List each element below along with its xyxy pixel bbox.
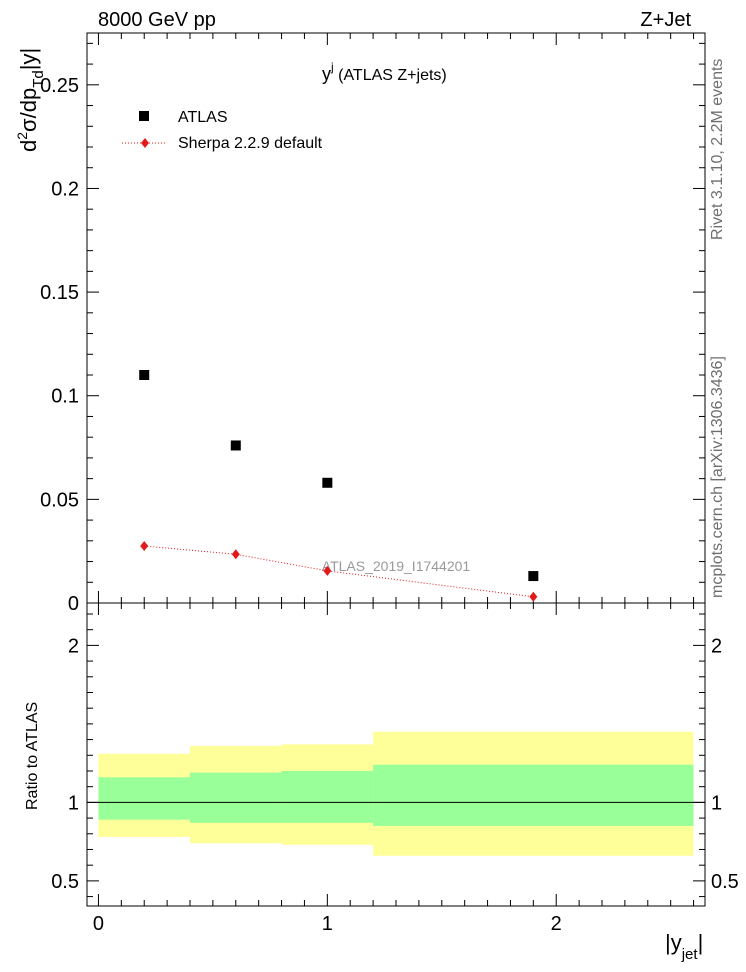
atlas-point [230,440,241,451]
ratio-x-tick-label: 0 [93,913,104,935]
main-title: yj (ATLAS Z+jets) [322,60,447,84]
atlas-point [322,477,333,488]
ratio-y-tick-label-right: 2 [711,635,722,657]
ratio-y-tick-label-right: 0.5 [711,871,739,893]
main-title-symbol: y [322,64,331,84]
legend-atlas-label: ATLAS [178,109,228,126]
sherpa-line [144,545,534,598]
ratio-y-axis-label: Ratio to ATLAS [24,702,41,810]
sherpa-point [529,591,538,602]
header-right-label: Z+Jet [640,9,691,31]
x-label-main: |y [665,930,682,955]
ratio-y-tick-label-right: 1 [711,792,722,814]
main-title-sup: j [330,60,334,74]
atlas-point [528,571,539,582]
ratio-y-tick-label-left: 2 [68,635,79,657]
ratio-band-green [281,770,374,823]
rivet-label: Rivet 3.1.10, 2.2M events [709,59,726,240]
ratio-x-tick-labels: 0 1 2 [93,913,562,935]
ratio-bands [98,731,694,856]
main-ticks [87,33,705,604]
main-title-rest: (ATLAS Z+jets) [334,67,447,84]
mcplots-label: mcplots.cern.ch [arXiv:1306.3436] [709,356,726,598]
atlas-point [139,370,150,380]
main-series [139,370,539,602]
legend-sherpa-marker [141,138,149,148]
legend-sherpa-label: Sherpa 2.2.9 default [178,135,323,152]
x-label-end: | [698,930,704,955]
main-watermark: ATLAS_2019_I1744201 [322,558,471,574]
main-y-tick-label: 0.15 [40,282,79,304]
ratio-band-green [98,777,190,820]
main-y-tick-label: 0 [68,593,79,615]
legend: ATLAS Sherpa 2.2.9 default [122,109,323,152]
main-y-tick-label: 0.2 [51,178,79,200]
ratio-x-tick-label: 2 [551,913,562,935]
sherpa-point [323,565,332,576]
ratio-x-tick-label: 1 [322,913,333,935]
ratio-ticks [87,603,705,906]
header-left-label: 8000 GeV pp [98,9,216,31]
ratio-frame [86,602,706,907]
main-panel: ATLAS_2019_I1744201 00.050.10.150.20.25 … [14,32,706,615]
main-y-tick-label: 0.1 [51,386,79,408]
ratio-band-green [373,764,694,826]
sherpa-point [140,541,149,551]
ratio-y-tick-labels: 0.5 0.5 1 1 2 2 [51,635,739,892]
main-y-tick-label: 0.25 [40,75,79,97]
main-y-tick-label: 0.05 [40,489,79,511]
svg-text:d2σ/dpTd|y|: d2σ/dpTd|y| [14,48,47,152]
ratio-band-green [190,772,282,823]
main-y-tick-labels: 0 0.05 0.1 0.15 0.2 0.25 [40,75,79,615]
ratio-panel: 0.5 0.5 1 1 2 2 0 1 2 Ratio to ATLAS |yjet| [24,602,739,963]
ratio-y-tick-label-left: 0.5 [51,871,79,893]
legend-atlas-marker [139,111,149,121]
ratio-y-tick-label-left: 1 [68,792,79,814]
ratio-x-axis-label: |yjet| [665,930,703,963]
sherpa-point [231,549,240,560]
main-y-axis-label: d2σ/dpTd|y| [14,48,47,152]
x-label-sub: jet [681,946,699,963]
